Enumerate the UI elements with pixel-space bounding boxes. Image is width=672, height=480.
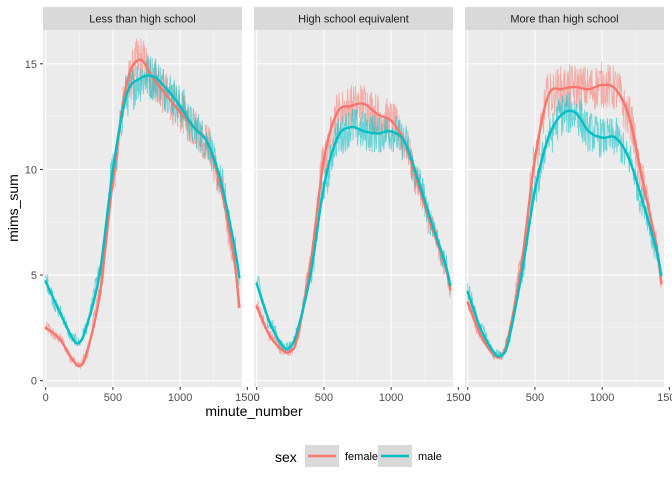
facet-strip-label: High school equivalent	[298, 14, 409, 26]
legend-label-male: male	[418, 451, 442, 463]
smooth-line-male	[466, 109, 663, 358]
raw-trace-female	[467, 61, 662, 361]
y-tick-label: 0	[31, 376, 37, 388]
smooth-line-male	[255, 125, 452, 351]
facet-strip-label: Less than high school	[89, 14, 195, 26]
facet-strip-label: More than high school	[510, 14, 618, 26]
x-axis-title: minute_number	[205, 403, 303, 419]
y-tick-label: 15	[25, 59, 37, 71]
legend-label-female: female	[345, 451, 378, 463]
raw-trace-male	[467, 91, 662, 360]
x-tick-label: 1000	[590, 392, 614, 404]
smooth-line-male	[44, 74, 241, 345]
x-tick-label: 500	[526, 392, 544, 404]
facet-strip	[465, 7, 664, 30]
panel-background	[254, 30, 453, 387]
facet-strip	[254, 7, 453, 30]
legend: sex female male	[275, 445, 442, 467]
panel-background	[43, 30, 242, 387]
x-tick-label: 1000	[168, 392, 192, 404]
y-axis-title: mims_sum	[5, 174, 21, 242]
x-tick-label: 1500	[657, 392, 672, 404]
legend-title: sex	[275, 449, 297, 465]
x-tick-label: 500	[315, 392, 333, 404]
x-tick-label: 0	[465, 392, 471, 404]
axes-layer: 0500100015000500100015000500100015000510…	[25, 59, 672, 404]
x-tick-label: 1500	[446, 392, 470, 404]
facet-strip	[43, 7, 242, 30]
panels-layer: Less than high school High school equival…	[43, 7, 664, 387]
facet-panel-2: High school equivalent	[254, 7, 453, 387]
y-tick-label: 10	[25, 164, 37, 176]
x-tick-label: 0	[254, 392, 260, 404]
smooth-line-female	[255, 102, 452, 354]
x-tick-label: 500	[104, 392, 122, 404]
x-tick-label: 1000	[379, 392, 403, 404]
x-tick-label: 0	[43, 392, 49, 404]
x-tick-label: 1500	[235, 392, 259, 404]
y-tick-label: 5	[31, 270, 37, 282]
facet-panel-3: More than high school	[465, 7, 664, 387]
facet-panel-1: Less than high school	[43, 7, 242, 387]
